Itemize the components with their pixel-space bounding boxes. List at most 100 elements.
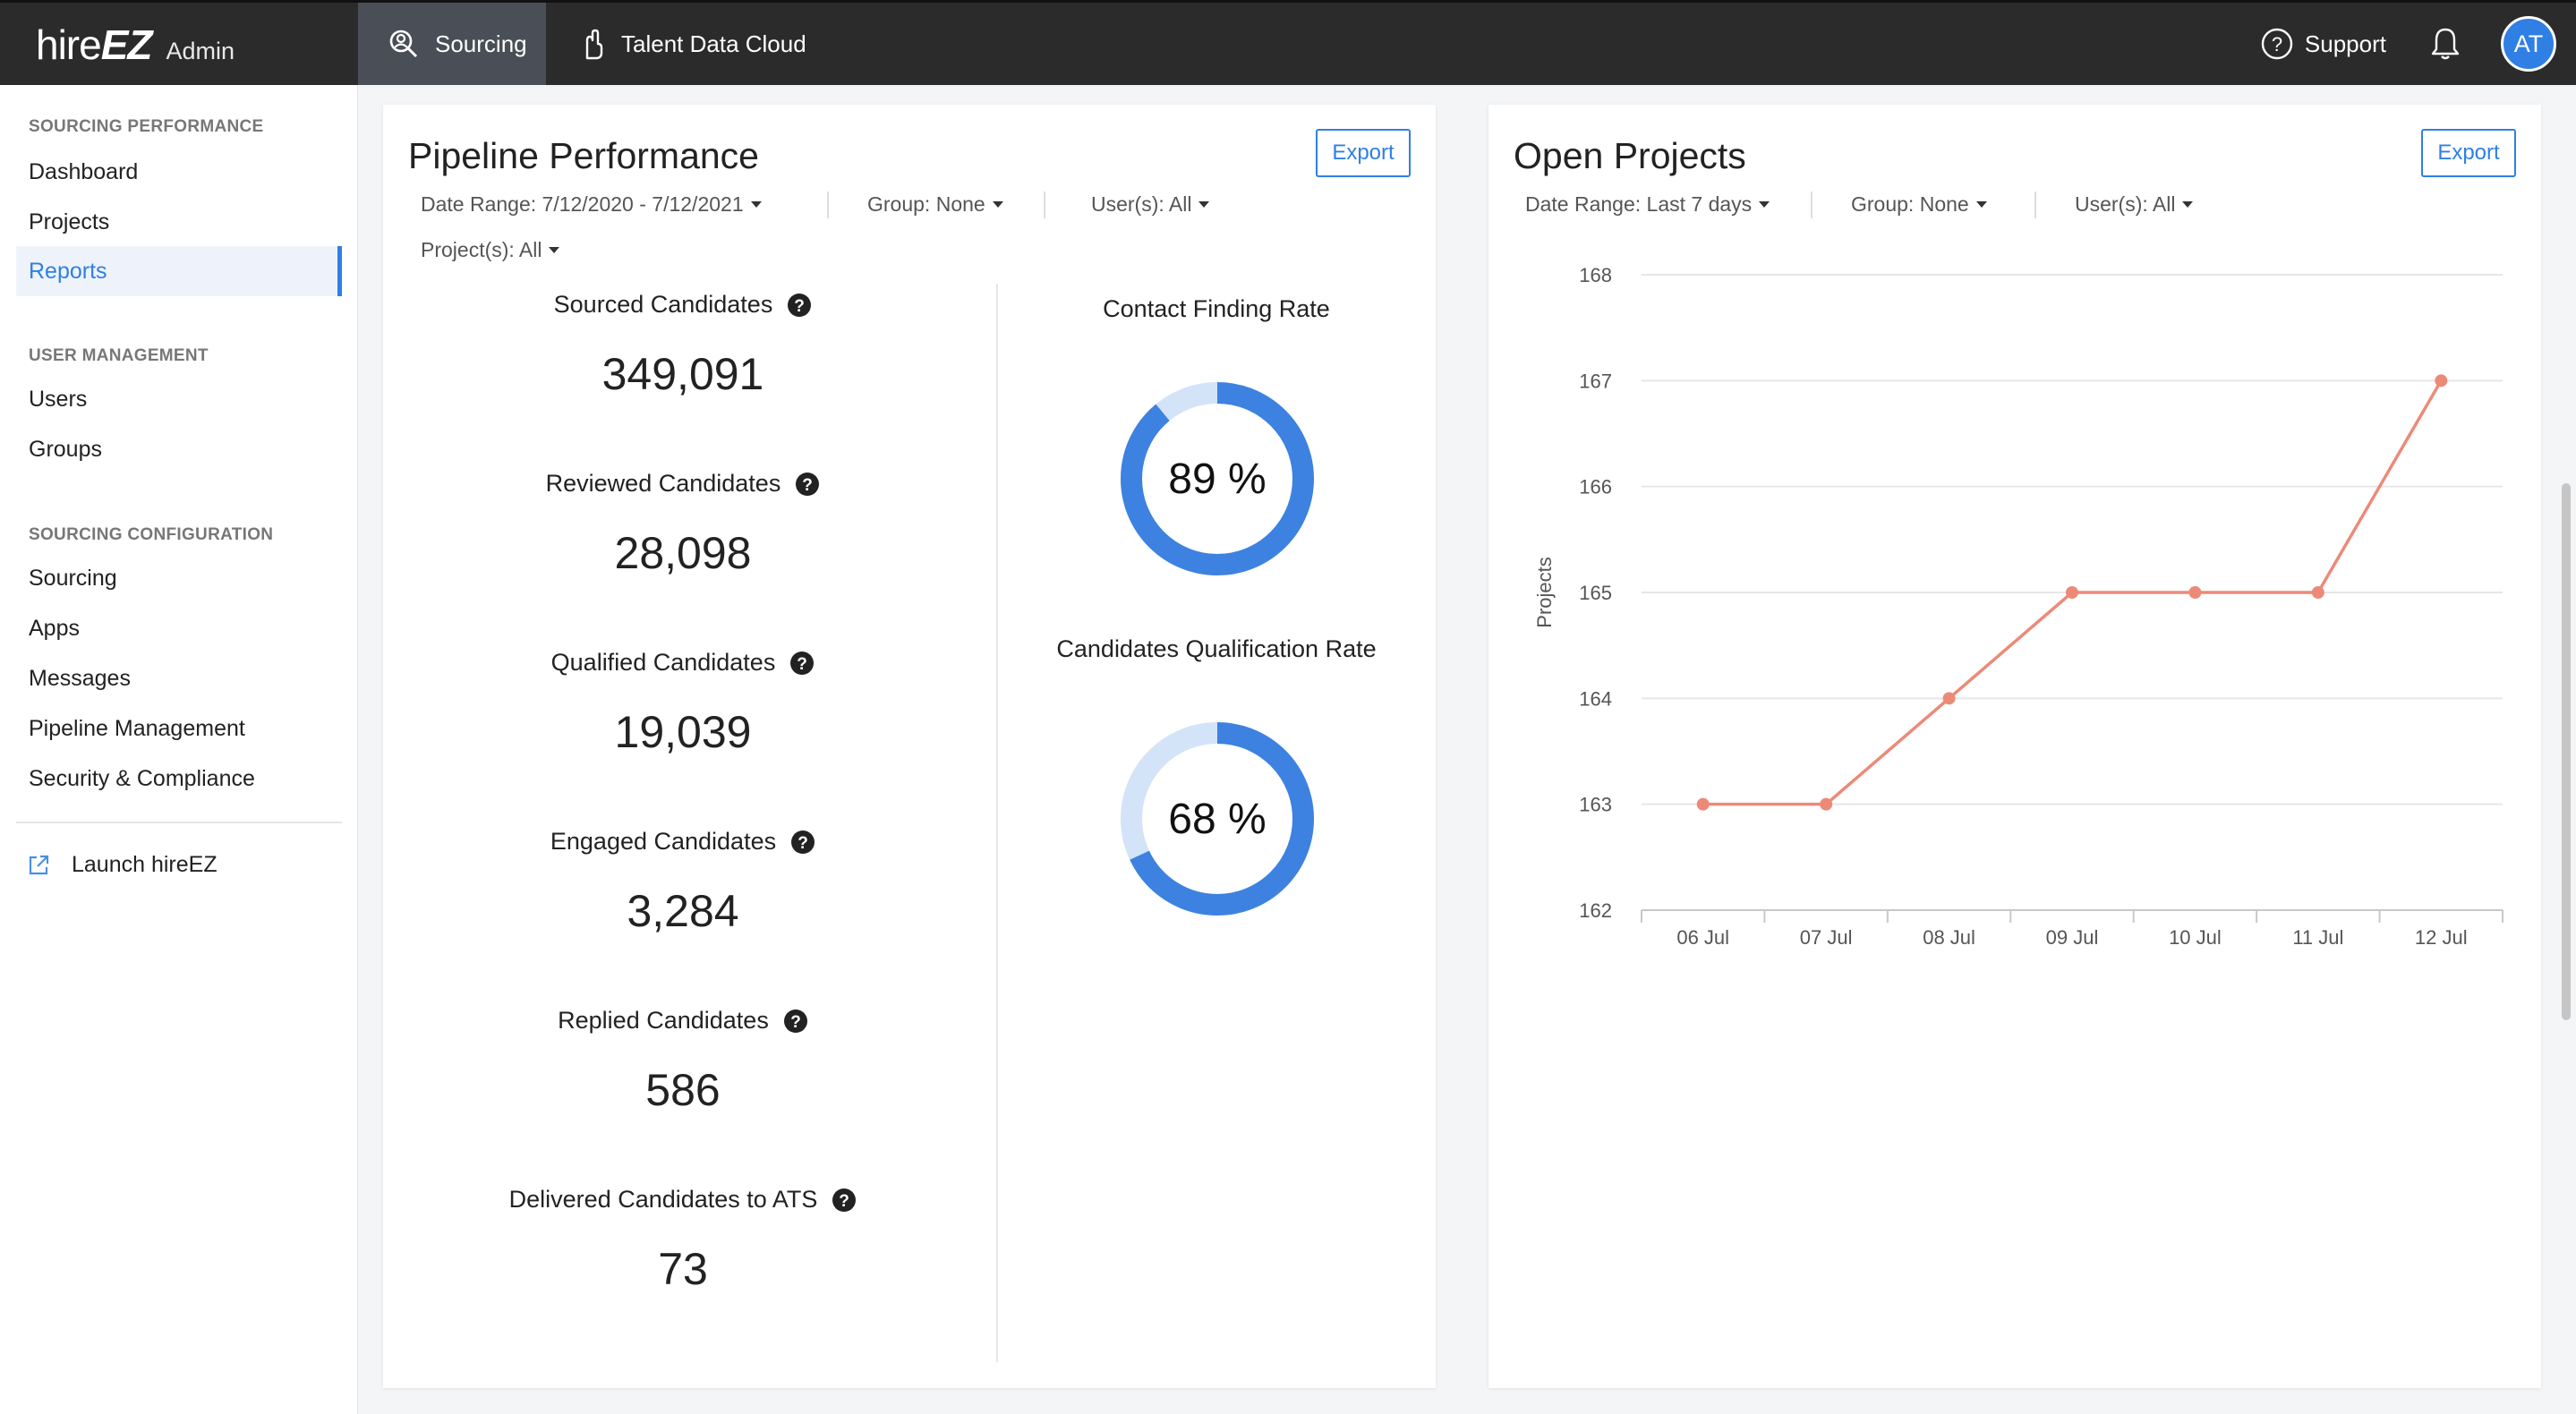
caret-down-icon (2182, 201, 2194, 208)
sidebar-item-reports[interactable]: Reports (16, 246, 342, 296)
question-circle-icon[interactable]: ? (783, 1009, 808, 1034)
qualification-rate-label: Candidates Qualification Rate (1056, 635, 1377, 662)
caret-down-icon (1975, 201, 1987, 208)
metric-replied-label: Replied Candidates? (383, 1007, 983, 1035)
sidebar-item-pipeline-management[interactable]: Pipeline Management (29, 715, 245, 741)
metric-engaged-label: Engaged Candidates? (383, 828, 983, 856)
external-link-icon (29, 855, 49, 874)
open-projects-date-range-filter[interactable]: Date Range: Last 7 days (1525, 192, 1770, 217)
y-tick-label: 165 (1579, 582, 1612, 604)
open-projects-export-button[interactable]: Export (2421, 129, 2516, 177)
open-projects-group-filter[interactable]: Group: None (1851, 192, 1987, 217)
pipeline-group-filter[interactable]: Group: None (867, 192, 1003, 217)
open-projects-group-label: Group: None (1851, 192, 1969, 216)
caret-down-icon (750, 201, 762, 208)
y-tick-label: 162 (1579, 899, 1612, 922)
x-tick-label: 11 Jul (2292, 926, 2343, 949)
open-projects-users-filter[interactable]: User(s): All (2075, 192, 2194, 217)
logo-subtitle: Admin (166, 38, 235, 64)
cloud-hand-icon (585, 29, 603, 60)
data-point (2188, 586, 2202, 599)
hireez-logo[interactable]: hireEZ Admin (36, 21, 235, 70)
help-circle-icon: ? (2261, 28, 2293, 60)
page-scrollbar[interactable] (2562, 483, 2571, 1020)
sidebar-item-apps[interactable]: Apps (29, 615, 80, 641)
filter-separator (1044, 192, 1045, 218)
launch-hireez-label: Launch hireEZ (72, 852, 218, 877)
svg-text:?: ? (2272, 33, 2282, 55)
x-tick-label: 08 Jul (1923, 926, 1975, 949)
contact-finding-rate-donut: 89 % (1119, 380, 1316, 577)
qualification-rate-value: 68 % (1168, 795, 1267, 843)
question-circle-icon[interactable]: ? (789, 651, 815, 676)
question-circle-icon[interactable]: ? (795, 472, 820, 497)
metric-label-text: Engaged Candidates (550, 828, 777, 855)
metric-reviewed-label: Reviewed Candidates? (383, 470, 983, 498)
sidebar: SOURCING PERFORMANCE Dashboard Projects … (0, 85, 358, 1414)
sidebar-item-groups[interactable]: Groups (29, 436, 102, 462)
y-tick-label: 164 (1579, 687, 1612, 710)
support-label: Support (2304, 30, 2386, 57)
pipeline-performance-card: Pipeline Performance Export Date Range: … (383, 105, 1436, 1388)
question-circle-icon[interactable]: ? (790, 830, 815, 855)
pipeline-export-button[interactable]: Export (1316, 129, 1411, 177)
bell-icon (2431, 28, 2460, 60)
question-circle-icon[interactable]: ? (832, 1188, 857, 1213)
svg-text:?: ? (798, 655, 808, 674)
question-circle-icon[interactable]: ? (787, 293, 812, 318)
metric-engaged-value: 3,284 (627, 886, 739, 936)
pipeline-group-label: Group: None (867, 192, 985, 216)
contact-finding-rate-label: Contact Finding Rate (1103, 295, 1330, 322)
sidebar-item-sourcing[interactable]: Sourcing (29, 565, 117, 591)
metric-replied-value: 586 (645, 1065, 721, 1115)
x-tick-label: 10 Jul (2169, 926, 2222, 949)
svg-text:?: ? (840, 1192, 850, 1211)
sidebar-item-users[interactable]: Users (29, 386, 88, 412)
caret-down-icon (992, 201, 1003, 208)
data-point (2066, 586, 2078, 599)
metric-qualified-value: 19,039 (614, 707, 752, 757)
caret-down-icon (549, 247, 560, 253)
metric-label-text: Reviewed Candidates (545, 470, 781, 497)
y-tick-label: 168 (1579, 264, 1612, 286)
sidebar-item-projects[interactable]: Projects (29, 209, 110, 234)
pipeline-date-range-filter[interactable]: Date Range: 7/12/2020 - 7/12/2021 (421, 192, 762, 217)
pipeline-date-range-label: Date Range: 7/12/2020 - 7/12/2021 (421, 192, 744, 216)
donut-svg (1121, 722, 1314, 916)
support-link[interactable]: ? Support (2260, 27, 2386, 61)
pipeline-users-filter[interactable]: User(s): All (1091, 192, 1210, 217)
data-point (2435, 374, 2448, 388)
search-user-icon (389, 30, 418, 58)
x-tick-label: 07 Jul (1800, 926, 1853, 949)
metric-qualified-label: Qualified Candidates? (383, 649, 983, 677)
metrics-divider (996, 284, 998, 1362)
open-projects-line-chart: 162 163 164 165 166 167 168 06 Jul 07 Jul 08 Jul 0… (1533, 264, 2503, 949)
tab-sourcing[interactable]: Sourcing (358, 3, 546, 85)
open-projects-card: Open Projects Export Date Range: Last 7 … (1488, 105, 2541, 1388)
sidebar-item-security-compliance[interactable]: Security & Compliance (29, 765, 255, 791)
metric-label-text: Sourced Candidates (553, 291, 773, 318)
pipeline-projects-filter[interactable]: Project(s): All (421, 238, 560, 262)
tab-talent-data-cloud[interactable]: Talent Data Cloud (546, 3, 832, 85)
data-point (1942, 692, 1956, 705)
top-right-actions: ? Support AT (2260, 3, 2576, 85)
sidebar-divider (16, 822, 342, 823)
launch-hireez-link[interactable]: Launch hireEZ (27, 852, 218, 878)
tab-talent-data-cloud-label: Talent Data Cloud (621, 30, 806, 57)
sidebar-item-messages[interactable]: Messages (29, 665, 131, 691)
metric-reviewed-value: 28,098 (614, 528, 752, 578)
open-projects-date-range-label: Date Range: Last 7 days (1525, 192, 1753, 216)
open-projects-users-label: User(s): All (2075, 192, 2176, 216)
notifications-button[interactable] (2429, 26, 2461, 62)
user-avatar[interactable]: AT (2501, 16, 2556, 72)
data-point (2311, 586, 2324, 599)
metric-label-text: Replied Candidates (558, 1007, 769, 1034)
pipeline-performance-title: Pipeline Performance (408, 135, 759, 176)
data-point (1696, 797, 1710, 811)
sidebar-item-dashboard[interactable]: Dashboard (29, 158, 139, 184)
pipeline-projects-label: Project(s): All (421, 238, 542, 261)
filter-separator (1811, 192, 1813, 218)
svg-text:?: ? (803, 476, 814, 495)
y-tick-label: 167 (1579, 370, 1612, 392)
qualification-rate-donut: 68 % (1119, 720, 1316, 917)
